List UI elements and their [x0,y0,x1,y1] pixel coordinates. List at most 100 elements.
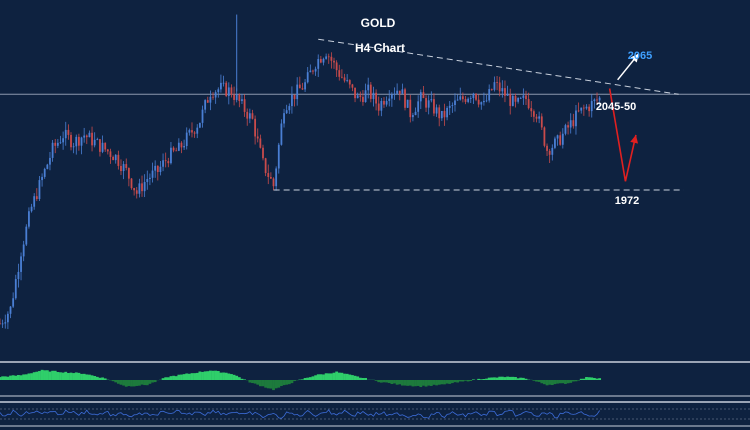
candle-body [78,136,80,146]
oscillator-bar [111,380,115,382]
oscillator-bar [277,380,281,388]
oscillator-bar [464,380,467,381]
oscillator-bar [264,380,268,388]
oscillator-bar [237,377,241,380]
oscillator-bar [198,371,202,380]
candle-body [51,142,54,158]
oscillator-bar [103,378,107,380]
candle-body [335,62,338,71]
candle-body [256,136,259,139]
candle-body [396,90,399,94]
candle-body [564,125,567,134]
candle-body [443,110,446,118]
oscillator-bar [400,380,404,386]
candle-body [80,137,83,146]
oscillator-bar [327,373,331,380]
candle-body [185,132,188,147]
oscillator-bar [498,376,502,380]
candle-body [243,99,246,112]
oscillator-bar [598,378,602,380]
candle-body [43,168,46,177]
oscillator-bar [524,378,528,380]
oscillator-bar [40,369,44,380]
candle-body [514,95,517,102]
candle-body [56,142,59,146]
candle-body [91,132,93,146]
candle-body [398,90,401,94]
candle-body [183,146,185,148]
candle-body [561,133,564,145]
oscillator-bar [0,377,2,380]
oscillator-bar [485,378,488,380]
candle-body [188,130,191,133]
candle-body [54,142,57,146]
candle-body [422,92,425,99]
candle-body [451,105,454,106]
oscillator-bar [301,379,304,380]
oscillator-bar [356,376,360,380]
candle-body [322,58,325,63]
oscillator-bar [519,377,523,380]
candle-body [575,110,577,127]
oscillator-bar [308,377,312,380]
forecast-down-arrow [608,88,637,182]
oscillator-bar [27,373,31,380]
candle-body [196,127,199,134]
oscillator-bar [64,371,68,380]
oscillator-bar [56,372,60,380]
oscillator-bar [556,380,559,384]
candle-body [427,100,430,108]
oscillator-bar [548,380,552,385]
oscillator-bar [574,380,578,382]
oscillator-bar [48,371,52,380]
candle-body [314,68,317,72]
candle-body [251,113,254,119]
candle-body [559,135,562,145]
candle-body [535,116,538,119]
oscillator-bar [182,374,186,380]
candle-body [83,135,86,138]
candle-body [501,88,504,92]
oscillator-bar [227,373,231,380]
oscillator-bar [403,380,407,386]
oscillator-bar [500,376,504,380]
candle-body [338,70,341,77]
oscillator-bar [314,375,317,380]
oscillator-bar [261,380,265,387]
oscillator-bar [211,370,215,380]
candle-body [114,154,117,161]
candle-body [438,107,441,119]
candle-body [259,138,262,148]
rsi-line [0,409,600,419]
oscillator-bar [377,380,381,383]
candle-body [28,211,30,227]
candle-body [356,95,359,99]
candle-body [125,164,128,169]
candle-body [406,99,409,108]
oscillator-bar [272,380,275,391]
oscillator-bar [398,380,402,385]
oscillator-bar [422,380,425,386]
oscillator-bar [469,380,473,382]
oscillator-bar [24,374,28,380]
candle-body [348,80,351,85]
oscillator-bar [361,377,365,380]
oscillator-bar [379,380,383,383]
candle-body [446,107,448,118]
oscillator-bar [358,377,362,380]
candle-body [593,99,596,102]
oscillator-bar [6,376,10,380]
candle-body [238,94,241,102]
candle-body [296,84,299,100]
candle-body [401,89,404,94]
candle-body [101,142,104,152]
oscillator-bar [550,380,554,386]
oscillator-bar [214,370,218,380]
oscillator-bar [466,380,470,382]
candle-body [280,123,283,145]
oscillator-bar [516,378,520,380]
candle-body [511,95,514,106]
oscillator-bar [385,380,389,383]
candle-body [220,82,222,90]
candle-body [304,82,306,90]
